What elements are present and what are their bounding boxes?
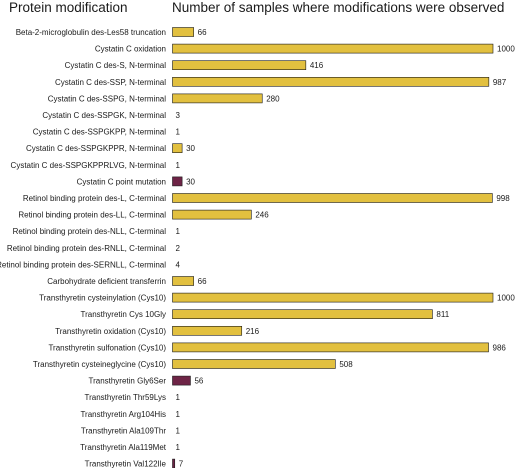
category-label: Transthyretin Ala119Met — [80, 443, 167, 452]
bar — [172, 60, 307, 71]
value-label: 1000 — [497, 294, 515, 303]
category-label: Cystatin C des-SSPG, N-terminal — [48, 94, 166, 103]
bar — [172, 342, 489, 353]
chart-header-right: Number of samples where modifications we… — [172, 0, 505, 15]
value-label: 1 — [176, 393, 181, 402]
value-label: 56 — [194, 377, 203, 386]
bar — [172, 27, 194, 37]
category-label: Transthyretin Gly6Ser — [88, 377, 166, 386]
bar — [172, 458, 176, 468]
bar — [172, 359, 336, 369]
category-label: Retinol binding protein des-LL, C-termin… — [18, 211, 166, 220]
category-label: Cystatin C oxidation — [95, 45, 166, 54]
bar — [172, 276, 194, 286]
category-label: Cystatin C des-SSPGKPPRLVG, N-terminal — [11, 161, 167, 170]
value-label: 216 — [246, 327, 260, 336]
value-label: 1 — [176, 443, 181, 452]
bar — [172, 292, 494, 303]
category-label: Retinol binding protein des-SERNLL, C-te… — [0, 260, 166, 269]
bar — [172, 375, 191, 386]
value-label: 1 — [176, 128, 181, 137]
bar — [172, 43, 494, 54]
value-label: 1000 — [497, 45, 515, 54]
value-label: 4 — [176, 260, 181, 269]
value-label: 811 — [436, 310, 449, 319]
category-label: Beta-2-microglobulin des-Les58 truncatio… — [16, 28, 166, 37]
category-label: Retinol binding protein des-NLL, C-termi… — [13, 227, 167, 236]
value-label: 416 — [310, 61, 324, 70]
value-label: 280 — [266, 94, 280, 103]
value-label: 1 — [176, 426, 181, 435]
value-label: 987 — [493, 78, 507, 87]
category-label: Transthyretin Ala109Thr — [81, 426, 166, 435]
category-label: Transthyretin cysteinylation (Cys10) — [39, 294, 166, 303]
value-label: 7 — [179, 460, 184, 468]
category-label: Cystatin C des-S, N-terminal — [65, 61, 167, 70]
category-label: Transthyretin Thr59Lys — [84, 393, 166, 402]
value-label: 1 — [176, 161, 181, 170]
bar — [172, 93, 263, 104]
value-label: 30 — [186, 144, 195, 153]
value-label: 2 — [176, 244, 181, 253]
value-label: 3 — [176, 111, 181, 120]
category-label: Transthyretin Arg104His — [80, 410, 166, 419]
value-label: 1 — [176, 227, 181, 236]
category-label: Carbohydrate deficient transferrin — [47, 277, 166, 286]
bar — [172, 193, 493, 203]
category-label: Transthyretin Val122Ile — [85, 460, 167, 468]
value-label: 66 — [198, 28, 207, 37]
value-label: 998 — [496, 194, 510, 203]
category-label: Transthyretin Cys 10Gly — [80, 310, 166, 319]
category-label: Cystatin C point mutation — [77, 177, 166, 186]
value-label: 66 — [198, 277, 207, 286]
bar — [172, 143, 183, 153]
value-label: 986 — [493, 343, 507, 352]
bar — [172, 77, 490, 87]
chart-header-left: Protein modification — [9, 0, 128, 15]
category-label: Cystatin C des-SSPGK, N-terminal — [42, 111, 166, 120]
bar — [172, 325, 243, 336]
category-label: Cystatin C des-SSP, N-terminal — [55, 78, 166, 87]
category-label: Transthyretin oxidation (Cys10) — [55, 327, 166, 336]
category-label: Retinol binding protein des-RNLL, C-term… — [7, 244, 166, 253]
category-label: Cystatin C des-SSPGKPPR, N-terminal — [26, 144, 166, 153]
value-label: 508 — [339, 360, 353, 369]
value-label: 30 — [186, 177, 195, 186]
bar — [172, 209, 252, 220]
category-label: Cystatin C des-SSPGKPP, N-terminal — [33, 128, 166, 137]
value-label: 246 — [255, 211, 269, 220]
bar — [172, 176, 183, 187]
value-label: 1 — [176, 410, 181, 419]
category-label: Retinol binding protein des-L, C-termina… — [23, 194, 166, 203]
category-label: Transthyretin sulfonation (Cys10) — [48, 343, 166, 352]
bar — [172, 309, 433, 320]
category-label: Transthyretin cysteineglycine (Cys10) — [33, 360, 166, 369]
